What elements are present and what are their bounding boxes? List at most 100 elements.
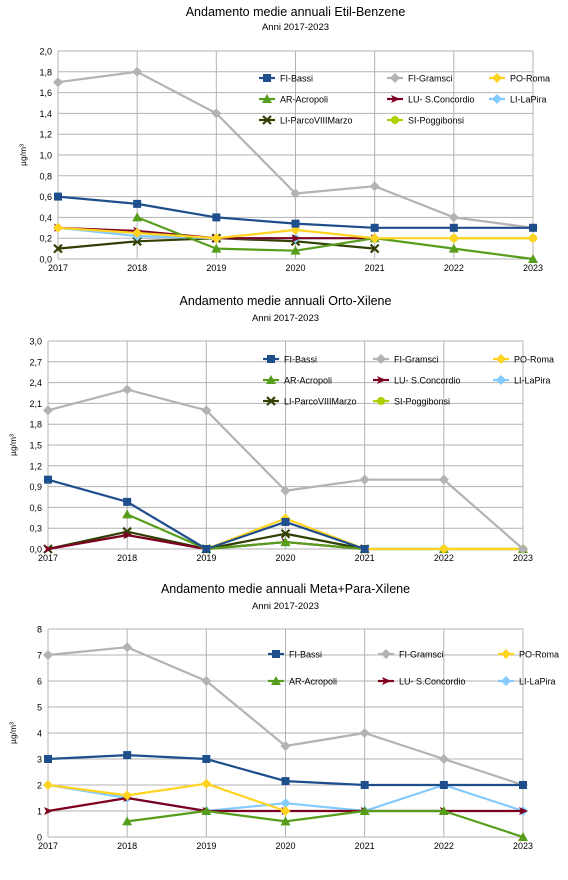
legend-swatch-marker — [267, 355, 275, 363]
data-point — [201, 405, 212, 416]
data-point — [291, 234, 301, 243]
legend-label: LU- S.Concordio — [408, 95, 475, 105]
legend-swatch-marker — [377, 376, 386, 384]
data-point — [359, 728, 370, 738]
legend-item: SI-Poggibonsi — [387, 116, 464, 126]
y-tick-label: 0 — [37, 833, 42, 843]
legend-label: FI-Bassi — [284, 355, 317, 365]
y-tick-label: 0,4 — [39, 213, 52, 223]
data-point — [519, 781, 527, 789]
data-point — [44, 755, 52, 763]
chart-title: Andamento medie annuali Orto-Xilene — [180, 294, 392, 308]
x-tick-label: 2021 — [355, 841, 375, 851]
data-point — [360, 545, 369, 553]
data-point — [53, 222, 63, 233]
y-tick-label: 1,8 — [39, 67, 52, 77]
y-tick-label: 0,0 — [39, 255, 52, 265]
data-point — [359, 806, 370, 815]
legend-swatch-marker — [377, 397, 385, 405]
y-tick-label: 8 — [37, 625, 42, 635]
legend-swatch-marker — [266, 375, 276, 384]
data-point — [122, 509, 133, 519]
series-fi-bassi — [54, 192, 537, 232]
legend-label: FI-Bassi — [289, 650, 322, 660]
data-point — [519, 807, 528, 815]
y-tick-label: 0,6 — [29, 503, 42, 513]
x-tick-label: 2017 — [48, 263, 68, 273]
legend-swatch-marker — [271, 676, 281, 685]
y-tick-label: 0,6 — [39, 192, 52, 202]
legend-label: LI-ParcoVIIIMarzo — [280, 116, 353, 126]
legend-label: LI-ParcoVIIIMarzo — [284, 397, 357, 407]
data-point — [280, 806, 291, 816]
y-tick-label: 5 — [37, 703, 42, 713]
x-tick-label: 2018 — [117, 553, 137, 563]
legend-item: FI-Gramsci — [373, 354, 439, 365]
y-tick-label: 0,0 — [29, 545, 42, 555]
data-point — [122, 816, 133, 826]
chart-title: Andamento medie annuali Meta+Para-Xilene — [161, 582, 410, 596]
series-line — [47, 782, 286, 813]
x-tick-label: 2019 — [196, 553, 216, 563]
x-tick-label: 2022 — [434, 553, 454, 563]
data-point — [280, 798, 291, 809]
x-tick-label: 2018 — [127, 263, 147, 273]
data-point — [201, 676, 212, 686]
y-tick-label: 6 — [37, 677, 42, 687]
data-point — [438, 474, 449, 485]
data-point — [518, 832, 528, 841]
data-point — [132, 212, 143, 222]
data-point — [202, 545, 211, 553]
series-ar-acropoli — [122, 509, 528, 553]
x-tick-label: 2019 — [206, 263, 226, 273]
legend-label: PO-Roma — [510, 74, 550, 84]
y-tick-label: 0,9 — [29, 482, 42, 492]
data-point — [44, 475, 52, 484]
legend-item: LI-ParcoVIIIMarzo — [263, 396, 357, 407]
data-point — [123, 497, 132, 506]
legend-label: SI-Poggibonsi — [394, 397, 450, 407]
data-point — [359, 474, 370, 485]
legend-item: LI-ParcoVIIIMarzo — [259, 115, 353, 126]
data-point — [122, 384, 133, 395]
data-point — [528, 254, 538, 263]
x-tick-label: 2017 — [38, 841, 58, 851]
y-axis-label: µg/m³ — [8, 434, 18, 456]
data-point — [43, 650, 53, 660]
legend-item: FI-Bassi — [259, 74, 313, 84]
data-point — [122, 790, 133, 801]
legend-swatch-marker — [391, 95, 400, 103]
legend-swatch-marker — [496, 375, 506, 385]
series-ar-acropoli — [122, 806, 528, 841]
data-point — [54, 192, 62, 201]
data-point — [132, 66, 143, 77]
legend-swatch-marker — [263, 74, 271, 82]
data-point — [449, 223, 458, 232]
data-point — [211, 243, 222, 253]
x-tick-label: 2023 — [513, 553, 533, 563]
chart-title: Andamento medie annuali Etil-Benzene — [186, 5, 406, 19]
legend-item: SI-Poggibonsi — [373, 397, 450, 407]
legend-label: FI-Gramsci — [399, 650, 444, 660]
data-point — [290, 245, 301, 255]
legend-item: FI-Bassi — [268, 650, 322, 660]
legend-swatch-marker — [272, 650, 280, 658]
y-tick-label: 1,2 — [39, 130, 52, 140]
data-point — [528, 233, 538, 244]
legend-item: FI-Gramsci — [387, 73, 453, 84]
x-tick-label: 2017 — [38, 553, 58, 563]
legend-label: PO-Roma — [514, 355, 554, 365]
y-tick-label: 1,8 — [29, 420, 42, 430]
data-point — [211, 233, 222, 244]
y-tick-label: 2,4 — [29, 378, 42, 388]
y-tick-label: 3 — [37, 755, 42, 765]
y-tick-label: 0,2 — [39, 234, 52, 244]
legend-label: LU- S.Concordio — [399, 677, 466, 687]
data-point — [280, 528, 291, 539]
y-tick-label: 1,4 — [39, 109, 52, 119]
data-point — [280, 816, 291, 826]
data-point — [43, 405, 53, 416]
data-point — [439, 781, 448, 789]
series-fi-bassi — [44, 475, 369, 553]
